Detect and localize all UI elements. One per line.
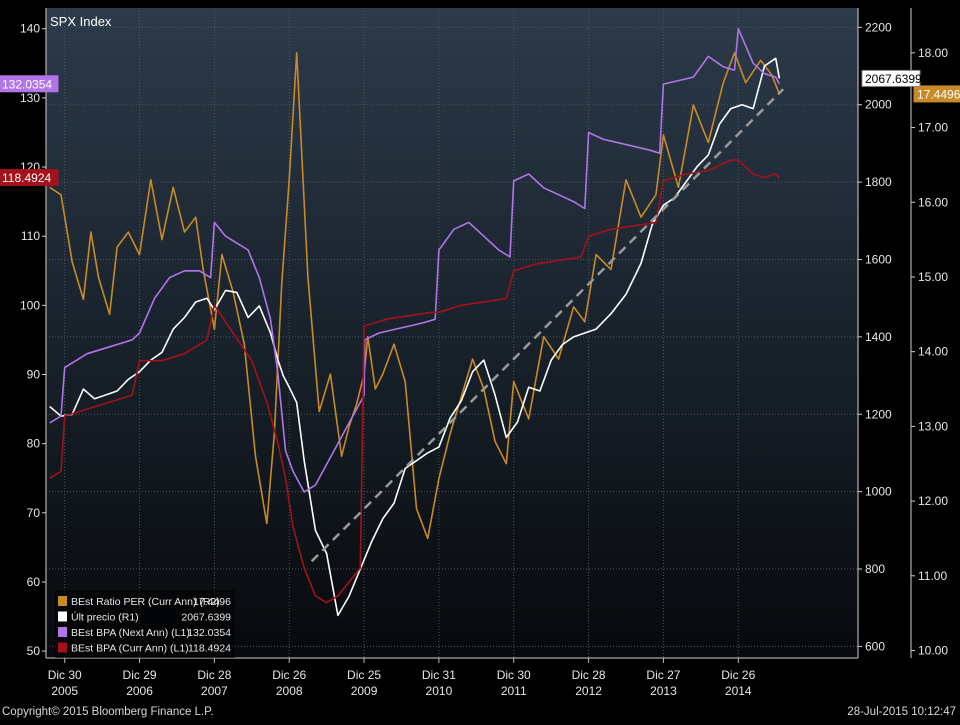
- plot-area: [46, 8, 858, 658]
- last-value-label-0: 17.4496: [917, 87, 960, 101]
- legend-series-name-3: BEst BPA (Curr Ann) (L1): [71, 643, 189, 655]
- r1-tick-label: 1600: [865, 252, 892, 266]
- l1-tick-label: 80: [27, 437, 41, 451]
- x-tick-label-year: 2011: [501, 684, 527, 698]
- l1-tick-label: 50: [27, 644, 41, 658]
- legend-series-name-0: BEst Ratio PER (Curr Ann) (R2): [71, 596, 220, 608]
- r2-tick-label: 16.00: [918, 195, 948, 209]
- last-value-box-3: [0, 168, 59, 186]
- r1-tick-label: 2000: [865, 98, 892, 112]
- x-tick-label-year: 2007: [201, 684, 228, 698]
- r2-tick-label: 17.00: [918, 121, 948, 135]
- legend-box: [55, 590, 235, 658]
- x-tick-label-year: 2009: [351, 684, 378, 698]
- x-tick-label-year: 2005: [51, 684, 78, 698]
- r1-tick-label: 1400: [865, 330, 892, 344]
- trend-line: [310, 88, 785, 563]
- x-tick-label-year: 2006: [126, 684, 153, 698]
- legend-series-value-2: 132.0354: [187, 627, 231, 639]
- last-value-box-1: [861, 69, 921, 87]
- last-value-label-1: 2067.6399: [865, 72, 922, 86]
- x-tick-label-year: 2010: [426, 684, 453, 698]
- last-value-box-0: [913, 85, 960, 103]
- series-line-3: [49, 159, 780, 604]
- l1-tick-label: 130: [20, 91, 40, 105]
- x-tick-label-year: 2008: [276, 684, 303, 698]
- r1-tick-label: 1200: [865, 407, 892, 421]
- r2-tick-label: 11.00: [918, 569, 947, 583]
- x-tick-label-day: Dic 28: [197, 668, 231, 682]
- x-tick-label-day: Dic 25: [347, 668, 381, 682]
- legend-swatch-1: [58, 611, 67, 622]
- x-tick-label-day: Dic 30: [497, 668, 531, 682]
- l1-tick-label: 90: [27, 367, 41, 381]
- last-value-label-3: 118.4924: [2, 171, 51, 185]
- r1-tick-label: 600: [865, 639, 885, 653]
- legend-swatch-3: [58, 642, 67, 653]
- x-tick-label-day: Dic 26: [272, 668, 306, 682]
- legend-swatch-2: [58, 627, 67, 637]
- r2-tick-label: 13.00: [918, 419, 948, 433]
- r2-tick-label: 18.00: [918, 46, 948, 60]
- last-value-label-2: 132.0354: [2, 77, 52, 91]
- legend-swatch-0: [58, 596, 67, 606]
- legend-series-value-3: 118.4924: [188, 643, 231, 655]
- last-value-box-2: [0, 75, 59, 93]
- l1-tick-label: 60: [27, 575, 41, 589]
- timestamp-text: 28-Jul-2015 10:12:47: [847, 706, 956, 718]
- l1-tick-label: 140: [20, 22, 40, 36]
- axes: Dic 30 2005 Dic 29 2006 Dic 28 2007 Dic 26 2008…: [20, 8, 948, 698]
- x-tick-label-year: 2014: [725, 684, 752, 698]
- r2-tick-label: 15.00: [918, 270, 948, 284]
- legend-series-value-1: 2067.6399: [181, 612, 231, 624]
- series-line-1: [49, 57, 781, 617]
- series-line-0: [49, 51, 781, 540]
- legend-series-name-2: BEst BPA (Next Ann) (L1): [71, 627, 190, 639]
- r2-tick-label: 12.00: [918, 494, 948, 508]
- x-tick-label-year: 2012: [575, 684, 602, 698]
- r1-tick-label: 800: [865, 562, 885, 576]
- x-tick-label-day: Dic 31: [422, 668, 456, 682]
- x-tick-label-day: Dic 27: [646, 668, 680, 682]
- copyright-text: Copyright© 2015 Bloomberg Finance L.P.: [2, 706, 214, 718]
- legend-series-value-0: 17.4496: [193, 596, 231, 608]
- l1-tick-label: 70: [27, 506, 41, 520]
- legend: BEst Ratio PER (Curr Ann) (R2)17.4496 Últ…: [55, 590, 235, 658]
- l1-tick-label: 110: [21, 229, 40, 243]
- r1-tick-label: 2200: [865, 20, 892, 34]
- r1-tick-label: 1800: [865, 175, 892, 189]
- x-tick-label-day: Dic 26: [721, 668, 755, 682]
- series-line-2: [49, 27, 781, 493]
- gridlines: [46, 8, 858, 658]
- r1-tick-label: 1000: [865, 485, 892, 499]
- x-tick-label-year: 2013: [650, 684, 677, 698]
- legend-series-name-1: Últ precio (R1): [71, 611, 139, 624]
- series-layer: [49, 27, 785, 617]
- r2-tick-label: 10.00: [918, 644, 948, 658]
- l1-tick-label: 100: [20, 298, 40, 312]
- r2-tick-label: 14.00: [918, 345, 948, 359]
- x-tick-label-day: Dic 29: [123, 668, 157, 682]
- chart-title: SPX Index: [50, 14, 112, 29]
- x-tick-label-day: Dic 30: [48, 668, 82, 682]
- x-tick-label-day: Dic 28: [572, 668, 606, 682]
